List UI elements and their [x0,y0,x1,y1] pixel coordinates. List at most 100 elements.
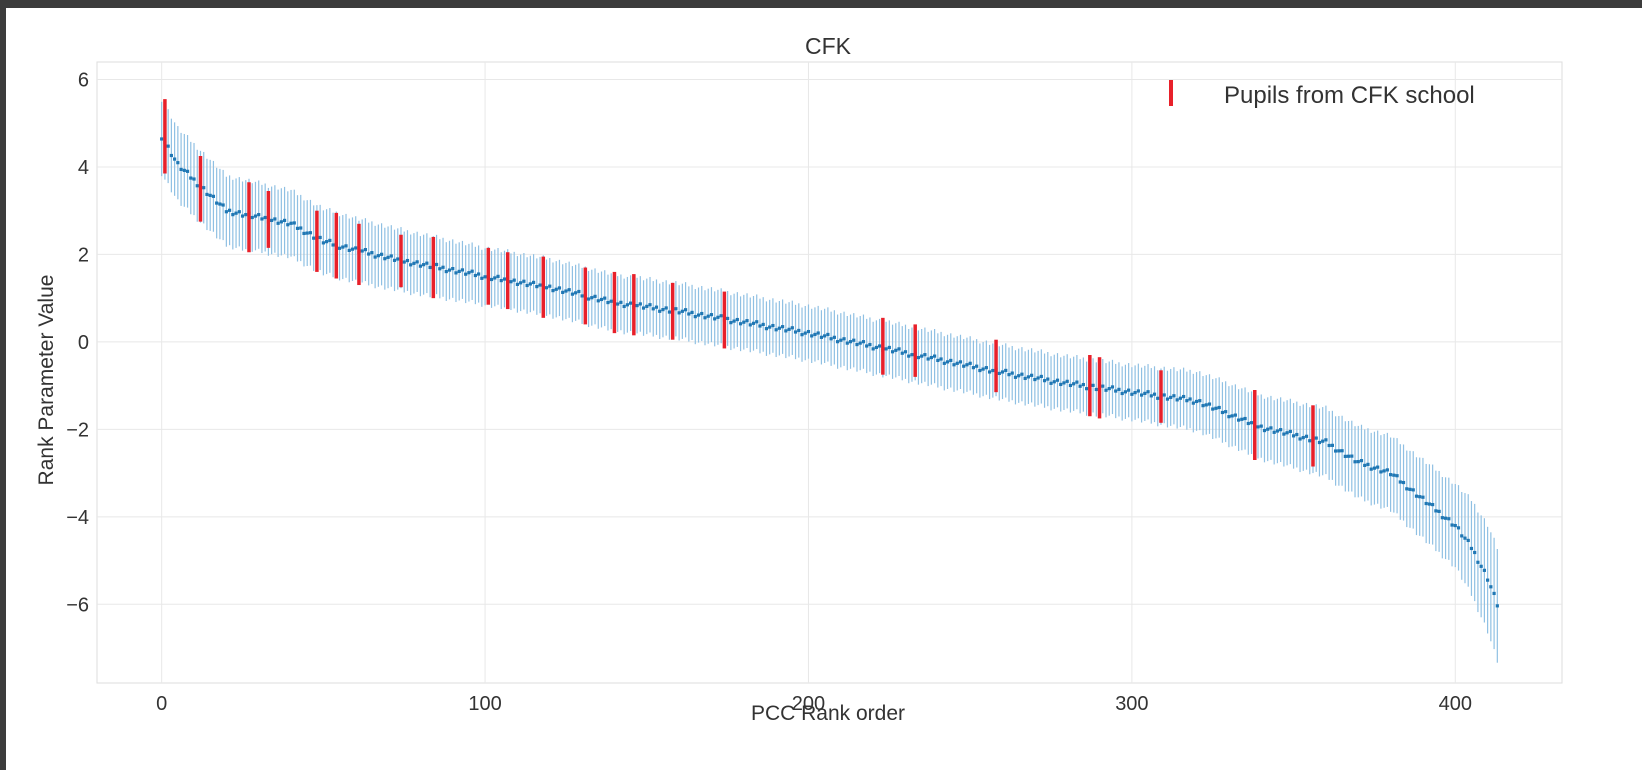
data-point [224,210,228,214]
data-point [645,304,649,308]
data-point [1376,465,1380,469]
data-point [1473,550,1477,555]
data-point [525,283,529,288]
data-point [350,247,355,251]
data-point [842,337,846,341]
data-point [344,244,348,248]
data-point [1072,382,1076,386]
data-point [1495,604,1499,608]
data-point [282,218,287,222]
data-point [965,363,969,367]
data-point [1130,392,1134,396]
data-point [570,292,574,296]
data-point [1081,382,1085,387]
data-point [1220,410,1225,415]
data-point [1324,438,1328,442]
data-point [195,184,199,188]
data-point [295,226,300,230]
data-point [1075,380,1079,384]
data-point [561,290,565,294]
data-point [370,251,374,255]
data-point [1308,439,1312,443]
data-point [1398,480,1402,484]
data-point [735,317,739,322]
data-point [286,223,290,227]
data-point [1414,494,1419,498]
x-tick-label: 100 [468,693,501,715]
data-point [331,243,335,247]
data-point [250,215,254,220]
data-point [1337,449,1341,453]
data-point [1291,434,1296,438]
data-point [755,320,759,324]
data-point [1437,509,1441,513]
data-point [1101,384,1105,388]
data-point [1136,389,1140,393]
data-point [761,322,765,327]
data-point [861,340,866,344]
data-point [444,269,448,274]
data-point [1062,381,1066,385]
data-point [308,231,313,235]
data-point [1421,495,1425,499]
data-point [1246,421,1250,426]
data-point [1085,387,1089,391]
data-point [713,317,717,321]
data-point [865,344,869,348]
tick-labels: 0 100 200 300 400 −6 −4 −2 0 2 4 6 [66,69,1472,715]
data-point [1317,440,1322,445]
data-point [522,279,526,283]
data-point [991,368,995,373]
data-point [900,351,904,355]
data-point [1330,443,1334,447]
data-point [1350,454,1354,458]
data-point [1182,394,1186,399]
data-point [1162,393,1166,397]
y-tick-label: 6 [78,69,89,91]
data-point [1249,421,1254,425]
data-point [470,269,474,273]
data-point [289,221,293,225]
data-point [933,354,937,358]
data-point [606,300,610,305]
data-point [1343,454,1347,458]
data-point [826,332,830,337]
data-point [1143,391,1147,396]
data-point [1440,516,1444,520]
data-point [829,337,833,341]
data-point [1405,487,1409,491]
data-point [1314,436,1318,440]
data-point [367,252,371,256]
data-point [758,324,762,328]
data-point [1431,502,1435,507]
data-point [751,321,756,325]
data-point [1007,373,1011,377]
data-point [777,326,781,330]
data-point [451,266,455,271]
data-point [1346,454,1351,458]
data-point [1408,487,1412,491]
data-point [616,302,620,306]
data-point [302,231,306,236]
data-point [687,312,691,316]
data-point [402,260,406,264]
data-point [1010,371,1014,375]
data-point [257,213,261,217]
data-point [1127,388,1131,392]
data-point [1188,397,1192,401]
data-point [1107,386,1111,391]
data-point [1227,415,1231,419]
data-point [1165,397,1170,401]
data-point [806,329,811,334]
data-point [312,236,316,240]
data-point [535,285,539,289]
data-point [1479,564,1483,568]
data-point [680,309,684,313]
data-point [1385,468,1389,472]
data-point [651,307,655,311]
data-point [1123,390,1128,394]
data-point [467,271,471,275]
data-point [376,254,380,258]
data-point [1104,388,1108,392]
data-point [202,186,206,190]
